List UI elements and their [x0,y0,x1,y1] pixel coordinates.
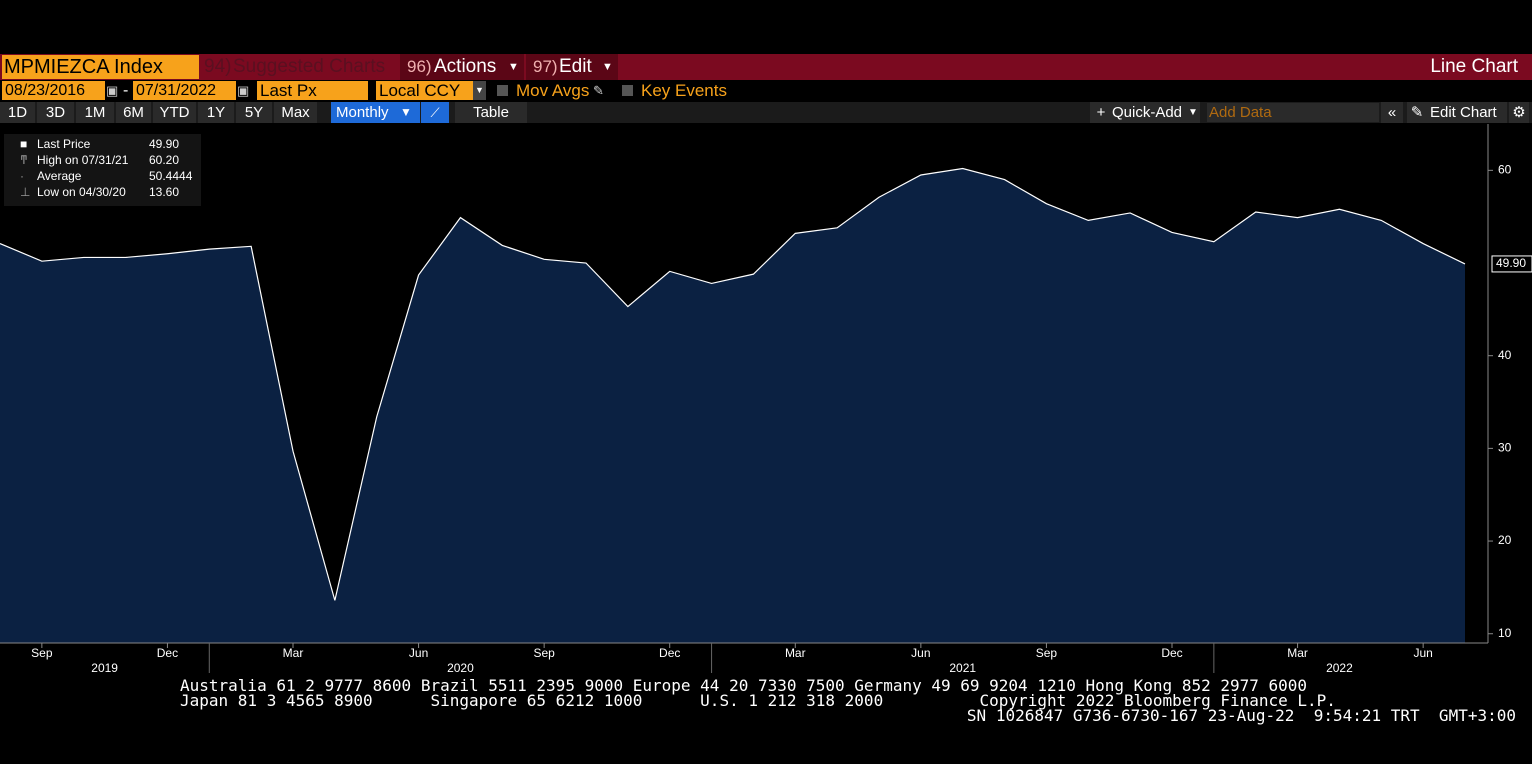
x-tick-label: Mar [1287,646,1308,660]
ticker[interactable]: MPMIEZCA Index [2,55,199,79]
x-tick-label: Sep [533,646,555,660]
x-tick-label: Dec [1161,646,1182,660]
legend-value: 60.20 [149,153,180,167]
line [0,167,1466,601]
period-button[interactable]: 5Y [236,102,272,123]
year-label: 2020 [447,661,474,675]
dropdown-arrow: ▼ [1188,107,1198,118]
period-button[interactable]: 1D [0,102,35,123]
menu-num: 96) [407,57,432,76]
edit-chart[interactable]: Edit Chart [1407,102,1507,123]
x-tick-label: Jun [409,646,428,660]
y-tick-label: 20 [1498,533,1512,547]
menu-item[interactable]: Actions [434,56,497,77]
legend-value: 13.60 [149,185,180,199]
y-tick-label: 10 [1498,626,1512,640]
area [0,168,1465,643]
currency-select[interactable]: Local CCY [376,81,474,100]
dropdown-arrow: ▼ [508,61,519,73]
pencil-icon[interactable]: ✎ [593,83,604,98]
menu-bg [400,54,524,80]
y-tick-label: 30 [1498,441,1512,455]
period-button[interactable]: 1M [76,102,114,123]
menu-bg [526,54,618,80]
legend-value: 49.90 [149,137,180,151]
calendar-icon[interactable]: ▣ [237,83,250,98]
menu-item[interactable]: Suggested Charts [233,56,386,77]
period-button[interactable]: Max [274,102,317,123]
footer-line: Japan 81 3 4565 8900 Singapore 65 6212 1… [180,691,1336,710]
last-price-box [1491,255,1532,273]
legend-symbol: ⊥ [20,185,31,199]
y-tick-label: 40 [1498,348,1512,362]
period-button[interactable]: 6M [116,102,151,123]
period-button[interactable]: 1Y [198,102,234,123]
legend-label: Low on 04/30/20 [37,185,126,199]
footer-line: Australia 61 2 9777 8600 Brazil 5511 239… [180,676,1308,695]
date-separator: - [123,82,129,99]
year-label: 2022 [1326,661,1353,675]
dropdown-arrow: ▼ [602,61,613,73]
legend-box [4,134,201,206]
calendar-icon[interactable]: ▣ [106,83,119,98]
x-tick-label: Dec [659,646,680,660]
line-icon[interactable]: ⟋ [421,102,449,123]
key-events[interactable]: Key Events [641,81,727,100]
frequency[interactable]: Monthly [331,102,420,123]
x-tick-label: Mar [283,646,304,660]
settings-icon[interactable]: ⚙ [1509,102,1529,123]
y-tick-label: 60 [1498,163,1512,177]
menu-num: 97) [533,57,558,76]
dropdown-arrow: ▼ [400,105,412,119]
year-label: 2021 [949,661,976,675]
checkbox[interactable] [497,85,508,96]
chart-kind: Line Chart [1430,56,1518,77]
legend-label: Last Price [37,137,91,151]
add-data[interactable]: Add Data [1207,103,1379,122]
legend-symbol: · [20,169,24,183]
mov-avgs[interactable]: Mov Avgs [516,81,590,100]
table-button[interactable]: Table [455,102,527,123]
x-tick-label: Sep [31,646,53,660]
menu-item[interactable]: Edit [559,56,592,77]
legend-symbol: ■ [20,137,28,151]
checkbox[interactable] [622,85,633,96]
pencil-icon: ✎ [1410,104,1424,121]
footer-line: SN 1026847 G736-6730-167 23-Aug-22 9:54:… [966,706,1516,725]
plus-icon: + [1096,104,1106,121]
x-tick-label: Dec [157,646,178,660]
menu-num: 94) [204,56,232,77]
period-button[interactable]: 3D [37,102,74,123]
legend-label: Average [37,169,82,183]
last-price-label: 49.90 [1496,256,1526,270]
x-tick-label: Jun [911,646,930,660]
end-date[interactable]: 07/31/2022 [133,81,236,100]
legend-symbol: ͳ [20,153,28,167]
collapse-icon[interactable]: « [1381,102,1403,123]
x-tick-label: Mar [785,646,806,660]
quick-add[interactable]: Quick-Add [1090,102,1200,123]
x-tick-label: Sep [1036,646,1058,660]
title-bar [0,54,1532,80]
field-select[interactable]: Last Px [257,81,368,100]
year-label: 2019 [91,661,118,675]
legend-label: High on 07/31/21 [37,153,129,167]
x-tick-label: Jun [1413,646,1432,660]
legend-value: 50.4444 [149,169,193,183]
period-button[interactable]: YTD [153,102,196,123]
start-date[interactable]: 08/23/2016 [2,81,105,100]
dropdown-arrow[interactable]: ▼ [473,81,486,100]
